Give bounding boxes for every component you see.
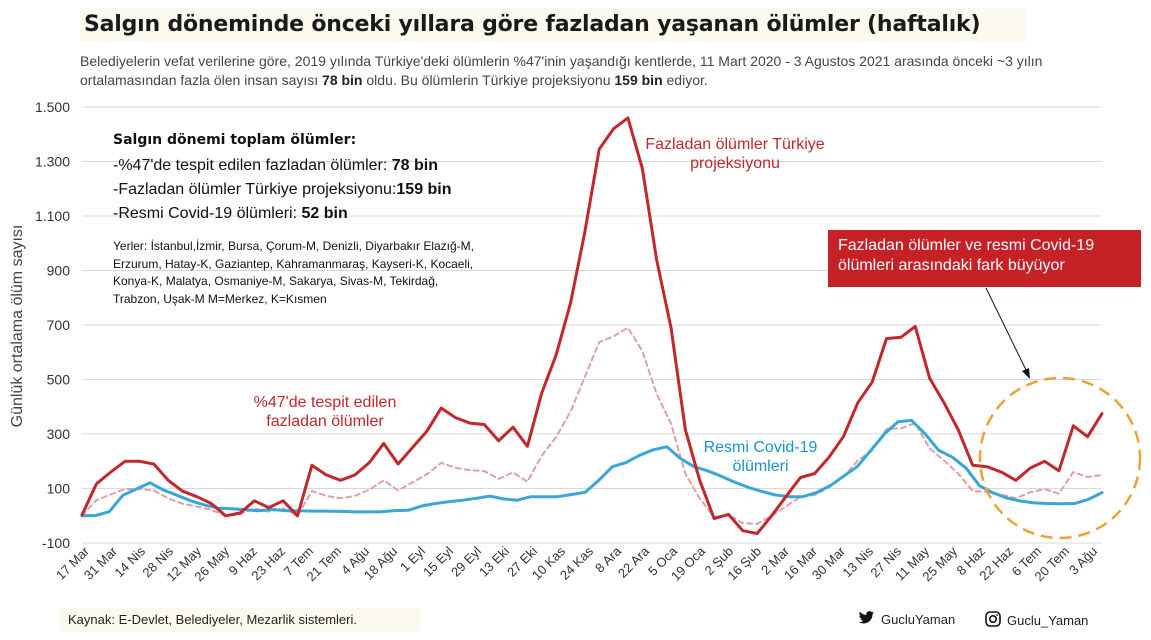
x-tick-label: 22 Ara <box>615 543 653 581</box>
chart-title: Salgın döneminde önceki yıllara göre faz… <box>80 8 1025 42</box>
y-tick-label: 500 <box>47 372 71 388</box>
series-line-turkey-projection <box>80 116 1104 535</box>
twitter-handle: GucluYaman <box>881 612 956 627</box>
summary-line-projection: -Fazladan ölümler Türkiye projeksiyonu:1… <box>113 181 452 198</box>
annotation-covid-deaths: Resmi Covid-19 ölümleri <box>703 439 818 475</box>
y-tick-label: 700 <box>47 317 71 333</box>
series-line-official-covid <box>80 418 1104 518</box>
x-tick-label: 3 Ağu <box>1066 544 1100 578</box>
chart-subtitle: Belediyelerin vefat verilerine göre, 201… <box>80 53 1043 88</box>
summary-heading: Salgın dönemi toplam ölümler: <box>113 132 357 148</box>
twitter-credit[interactable]: GucluYaman <box>858 611 955 628</box>
callout-arrow <box>985 287 1028 373</box>
y-tick-label: -100 <box>42 535 70 551</box>
instagram-handle: Guclu_Yaman <box>1007 613 1089 628</box>
x-tick-label: 13 Nis <box>839 543 876 580</box>
summary-line-detected: -%47'de tespit edilen fazladan ölümler: … <box>113 157 439 174</box>
twitter-bird-icon <box>858 611 875 628</box>
callout-arrowhead <box>1022 368 1030 379</box>
instagram-icon <box>985 611 1001 630</box>
y-tick-label: 300 <box>47 426 71 442</box>
source-note: Kaynak: E-Devlet, Belediyeler, Mezarlik … <box>60 608 420 632</box>
annotation-detected-deaths: %47'de tespit edilen fazladan ölümler <box>253 394 397 430</box>
places-list: Yerler: İstanbul,İzmir, Bursa, Çorum-M, … <box>113 239 474 306</box>
y-tick-label: 1.300 <box>35 154 70 170</box>
x-tick-label: 29 Eyl <box>448 543 484 579</box>
y-tick-label: 1.500 <box>35 99 70 115</box>
y-axis-label: Günlük ortalama ölüm sayısı <box>9 225 26 428</box>
instagram-credit[interactable]: Guclu_Yaman <box>985 611 1088 630</box>
x-tick-label: 13 Eki <box>476 543 512 579</box>
y-tick-label: 100 <box>47 481 71 497</box>
y-tick-label: 900 <box>47 263 71 279</box>
annotation-turkey-projection: Fazladan ölümler Türkiye projeksiyonu <box>645 136 825 172</box>
highlight-circle <box>978 376 1142 540</box>
x-tick-label: 15 Eyl <box>420 543 456 579</box>
x-tick-label: 14 Nis <box>111 543 148 580</box>
summary-box: Salgın dönemi toplam ölümler: -%47'de te… <box>113 132 533 308</box>
y-tick-label: 1.100 <box>35 208 70 224</box>
summary-line-covid: -Resmi Covid-19 ölümleri: 52 bin <box>113 205 348 222</box>
callout-gap-growing: Fazladan ölümler ve resmi Covid-19 ölüml… <box>828 230 1141 287</box>
